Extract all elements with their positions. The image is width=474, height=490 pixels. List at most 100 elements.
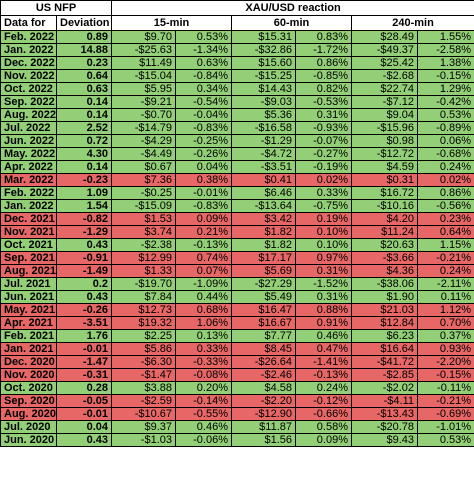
cell-deviation: 1.09 <box>56 186 112 200</box>
cell-15min-usd: -$0.70 <box>111 108 176 122</box>
cell-240min-pct: -0.42% <box>416 95 474 109</box>
cell-60min-usd: $6.46 <box>231 186 296 200</box>
cell-240min-pct: 0.24% <box>416 160 474 174</box>
cell-60min-usd: $16.47 <box>231 303 296 317</box>
cell-240min-usd: -$2.02 <box>351 381 418 395</box>
table-row: Aug. 2020 -0.01 -$10.67 -0.55% -$12.90 -0.66%… <box>0 407 474 421</box>
cell-60min-usd: $1.56 <box>231 433 296 447</box>
cell-240min-usd: $4.59 <box>351 160 418 174</box>
cell-240min-usd: $16.64 <box>351 342 418 356</box>
cell-date: Apr. 2021 <box>0 316 57 330</box>
cell-deviation: 0.43 <box>56 433 112 447</box>
cell-60min-usd: $11.87 <box>231 420 296 434</box>
cell-60min-usd: -$2.46 <box>231 368 296 382</box>
table-row: Sep. 2020 -0.05 -$2.59 -0.14% -$2.20 -0.12% -$… <box>0 394 474 408</box>
cell-60min-pct: 0.97% <box>295 251 352 265</box>
cell-60min-pct: -0.75% <box>295 199 352 213</box>
cell-15min-usd: -$0.25 <box>111 186 176 200</box>
cell-240min-usd: $0.31 <box>351 173 418 187</box>
cell-240min-usd: $9.04 <box>351 108 418 122</box>
cell-deviation: 0.28 <box>56 381 112 395</box>
table-row: Jun. 2020 0.43 -$1.03 -0.06% $1.56 0.09% $9.43… <box>0 433 474 447</box>
table-row: Jul. 2022 2.52 -$14.79 -0.83% -$16.58 -0.93% -… <box>0 121 474 135</box>
cell-date: Jun. 2021 <box>0 290 57 304</box>
cell-60min-pct: -0.12% <box>295 394 352 408</box>
table-row: Jun. 2022 0.72 -$4.29 -0.25% -$1.29 -0.07% $0.… <box>0 134 474 148</box>
cell-15min-usd: $11.49 <box>111 56 176 70</box>
table-row: Dec. 2021 -0.82 $1.53 0.09% $3.42 0.19% $4.20 0… <box>0 212 474 226</box>
cell-date: Jun. 2022 <box>0 134 57 148</box>
cell-240min-pct: 1.15% <box>416 238 474 252</box>
cell-60min-pct: -0.07% <box>295 134 352 148</box>
cell-date: Oct. 2020 <box>0 381 57 395</box>
cell-deviation: 0.72 <box>56 134 112 148</box>
cell-date: Dec. 2022 <box>0 56 57 70</box>
cell-15min-pct: 0.33% <box>175 342 232 356</box>
cell-240min-usd: -$4.11 <box>351 394 418 408</box>
cell-15min-pct: -0.13% <box>175 238 232 252</box>
cell-date: Sep. 2022 <box>0 95 57 109</box>
cell-15min-usd: -$14.79 <box>111 121 176 135</box>
cell-15min-pct: 0.38% <box>175 173 232 187</box>
cell-60min-pct: 0.02% <box>295 173 352 187</box>
cell-deviation: 0.64 <box>56 69 112 83</box>
cell-60min-usd: -$9.03 <box>231 95 296 109</box>
table-row: Jan. 2022 14.88 -$25.63 -1.34% -$32.86 -1.72%… <box>0 43 474 57</box>
cell-60min-usd: -$26.64 <box>231 355 296 369</box>
table-row: Dec. 2020 -1.47 -$6.30 -0.33% -$26.64 -1.41% -… <box>0 355 474 369</box>
cell-240min-usd: $4.20 <box>351 212 418 226</box>
cell-deviation: 0.89 <box>56 30 112 44</box>
cell-60min-usd: $5.49 <box>231 290 296 304</box>
cell-date: Feb. 2022 <box>0 186 57 200</box>
cell-240min-pct: -0.68% <box>416 147 474 161</box>
cell-60min-usd: $0.41 <box>231 173 296 187</box>
cell-240min-pct: -0.21% <box>416 251 474 265</box>
cell-15min-pct: -0.55% <box>175 407 232 421</box>
table-row: Aug. 2022 0.14 -$0.70 -0.04% $5.36 0.31% $9.04… <box>0 108 474 122</box>
nfp-xauusd-reaction-table: US NFP XAU/USD reaction Data for Deviati… <box>0 0 474 447</box>
cell-60min-pct: -0.19% <box>295 160 352 174</box>
cell-deviation: 0.14 <box>56 108 112 122</box>
cell-15min-usd: -$6.30 <box>111 355 176 369</box>
cell-15min-usd: $5.86 <box>111 342 176 356</box>
cell-240min-usd: $12.84 <box>351 316 418 330</box>
table-row: Apr. 2021 -3.51 $19.32 1.06% $16.67 0.91% $12.… <box>0 316 474 330</box>
cell-60min-pct: 0.47% <box>295 342 352 356</box>
cell-60min-usd: $17.17 <box>231 251 296 265</box>
cell-15min-pct: 0.20% <box>175 381 232 395</box>
cell-date: Oct. 2022 <box>0 82 57 96</box>
cell-date: Jul. 2020 <box>0 420 57 434</box>
cell-15min-usd: -$10.67 <box>111 407 176 421</box>
table-row: Oct. 2021 0.43 -$2.38 -0.13% $1.82 0.10% $20.6… <box>0 238 474 252</box>
cell-240min-pct: 1.29% <box>416 82 474 96</box>
table-row: Sep. 2022 0.14 -$9.21 -0.54% -$9.03 -0.53% -$7… <box>0 95 474 109</box>
cell-60min-pct: 0.82% <box>295 82 352 96</box>
cell-60min-pct: -1.41% <box>295 355 352 369</box>
cell-deviation: -0.01 <box>56 342 112 356</box>
cell-15min-usd: -$15.04 <box>111 69 176 83</box>
cell-60min-pct: 0.58% <box>295 420 352 434</box>
cell-60min-usd: $4.58 <box>231 381 296 395</box>
cell-240min-pct: 0.70% <box>416 316 474 330</box>
header-nfp-title: US NFP <box>0 0 112 16</box>
cell-60min-usd: $3.42 <box>231 212 296 226</box>
cell-240min-pct: -0.15% <box>416 368 474 382</box>
cell-15min-usd: $12.73 <box>111 303 176 317</box>
table-row: Jul. 2021 0.2 -$19.70 -1.09% -$27.29 -1.52% -$… <box>0 277 474 291</box>
table-row: Nov. 2022 0.64 -$15.04 -0.84% -$15.25 -0.85% -… <box>0 69 474 83</box>
cell-deviation: 1.54 <box>56 199 112 213</box>
cell-date: Nov. 2022 <box>0 69 57 83</box>
cell-60min-usd: -$13.64 <box>231 199 296 213</box>
cell-60min-usd: $16.67 <box>231 316 296 330</box>
cell-15min-usd: $19.32 <box>111 316 176 330</box>
cell-15min-usd: -$19.70 <box>111 277 176 291</box>
cell-240min-pct: -2.11% <box>416 277 474 291</box>
cell-15min-pct: -0.26% <box>175 147 232 161</box>
cell-date: Jul. 2021 <box>0 277 57 291</box>
cell-15min-usd: -$25.63 <box>111 43 176 57</box>
cell-240min-usd: $6.23 <box>351 329 418 343</box>
cell-240min-pct: -0.69% <box>416 407 474 421</box>
cell-240min-pct: -2.58% <box>416 43 474 57</box>
cell-date: Sep. 2020 <box>0 394 57 408</box>
cell-15min-pct: 0.74% <box>175 251 232 265</box>
